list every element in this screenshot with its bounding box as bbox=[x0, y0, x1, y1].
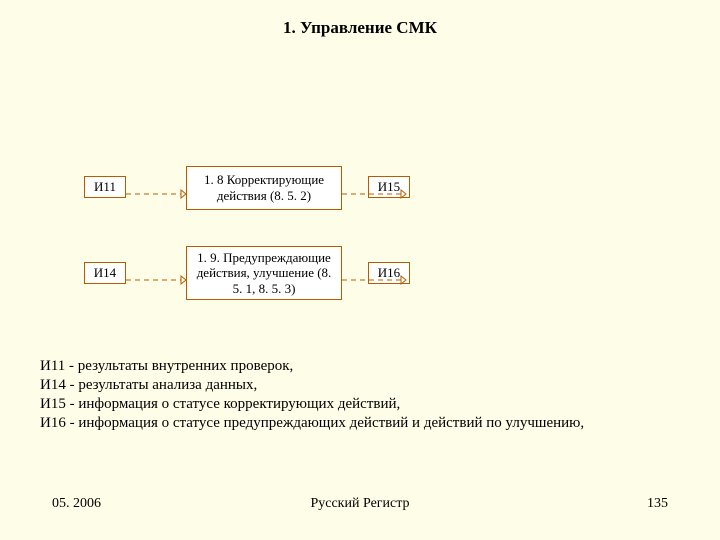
footer-center: Русский Регистр bbox=[0, 496, 720, 512]
node-i15-label: И15 bbox=[378, 179, 400, 195]
legend-line-4: И16 - информация о статусе предупреждающ… bbox=[40, 415, 680, 432]
legend-line-1: И11 - результаты внутренних проверок, bbox=[40, 358, 680, 375]
legend-line-3: И15 - информация о статусе корректирующи… bbox=[40, 396, 680, 413]
legend-line-2: И14 - результаты анализа данных, bbox=[40, 377, 680, 394]
footer-page: 135 bbox=[647, 496, 668, 512]
node-i15: И15 bbox=[368, 176, 410, 198]
page-title: 1. Управление СМК bbox=[0, 18, 720, 38]
node-i16: И16 bbox=[368, 262, 410, 284]
node-process-1-9-label: 1. 9. Предупреждающие действия, улучшени… bbox=[191, 250, 337, 297]
node-process-1-9: 1. 9. Предупреждающие действия, улучшени… bbox=[186, 246, 342, 300]
node-i11-label: И11 bbox=[94, 179, 116, 195]
node-process-1-8-label: 1. 8 Корректирующие действия (8. 5. 2) bbox=[191, 172, 337, 203]
node-i14: И14 bbox=[84, 262, 126, 284]
node-i14-label: И14 bbox=[94, 265, 116, 281]
node-i11: И11 bbox=[84, 176, 126, 198]
node-i16-label: И16 bbox=[378, 265, 400, 281]
node-process-1-8: 1. 8 Корректирующие действия (8. 5. 2) bbox=[186, 166, 342, 210]
legend: И11 - результаты внутренних проверок, И1… bbox=[40, 358, 680, 434]
